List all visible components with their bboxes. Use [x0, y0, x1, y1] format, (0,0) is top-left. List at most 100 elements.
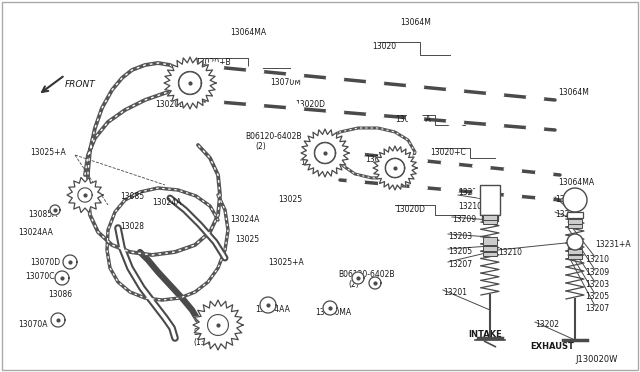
Ellipse shape [206, 97, 224, 107]
Text: 13020D: 13020D [295, 100, 325, 109]
Text: 13024A: 13024A [152, 198, 181, 207]
Text: 13070MA: 13070MA [315, 308, 351, 317]
FancyBboxPatch shape [568, 224, 582, 228]
Ellipse shape [441, 185, 459, 195]
Polygon shape [55, 271, 69, 285]
Ellipse shape [536, 194, 553, 203]
Polygon shape [323, 301, 337, 315]
Text: 13025+A: 13025+A [30, 148, 66, 157]
Text: 13028+A: 13028+A [300, 158, 335, 167]
Text: FRONT: FRONT [65, 80, 96, 89]
FancyBboxPatch shape [480, 185, 500, 215]
FancyBboxPatch shape [568, 219, 582, 224]
Polygon shape [67, 177, 103, 212]
Text: EXHAUST: EXHAUST [530, 342, 574, 351]
Ellipse shape [442, 158, 459, 169]
Ellipse shape [410, 182, 428, 192]
Text: 13070C: 13070C [25, 272, 54, 281]
Text: 13020D: 13020D [395, 205, 425, 214]
FancyArrowPatch shape [484, 341, 495, 347]
Text: 13203: 13203 [448, 232, 472, 241]
Text: 13064M: 13064M [558, 88, 589, 97]
Text: 13231: 13231 [555, 195, 579, 204]
Ellipse shape [473, 162, 490, 172]
Text: 13025: 13025 [278, 195, 302, 204]
Text: 13210: 13210 [458, 202, 482, 211]
Text: 13205: 13205 [585, 292, 609, 301]
Text: 13085: 13085 [120, 192, 144, 201]
Ellipse shape [366, 110, 384, 120]
Ellipse shape [347, 149, 364, 158]
Polygon shape [193, 300, 243, 350]
Text: 13210: 13210 [585, 255, 609, 264]
Polygon shape [301, 129, 349, 177]
Ellipse shape [246, 100, 264, 110]
FancyBboxPatch shape [483, 246, 497, 251]
Text: (2): (2) [348, 280, 359, 289]
Text: 13028: 13028 [120, 222, 144, 231]
Polygon shape [373, 146, 417, 190]
Text: 13209: 13209 [452, 215, 476, 224]
Ellipse shape [347, 176, 364, 186]
FancyBboxPatch shape [483, 220, 497, 224]
Text: 13070D: 13070D [30, 258, 60, 267]
Ellipse shape [486, 89, 504, 99]
Text: B06120-6402B: B06120-6402B [245, 132, 301, 141]
Text: 13203: 13203 [585, 280, 609, 289]
Text: 13218: 13218 [555, 210, 579, 219]
Ellipse shape [326, 74, 344, 84]
Circle shape [563, 188, 587, 212]
Text: INTAKE: INTAKE [468, 330, 502, 339]
Ellipse shape [504, 165, 522, 175]
Text: 13025: 13025 [235, 235, 259, 244]
Ellipse shape [406, 81, 424, 92]
Text: 13020D: 13020D [365, 155, 395, 164]
Text: 13020+C: 13020+C [430, 148, 466, 157]
Text: 13020+A: 13020+A [395, 115, 431, 124]
Polygon shape [352, 272, 364, 284]
Text: 13024AA: 13024AA [18, 228, 53, 237]
FancyBboxPatch shape [568, 255, 582, 259]
Ellipse shape [246, 66, 264, 76]
Text: 13024AA: 13024AA [255, 305, 290, 314]
Ellipse shape [378, 152, 396, 162]
Ellipse shape [378, 179, 396, 189]
Ellipse shape [473, 188, 490, 198]
Text: 1302B+A: 1302B+A [305, 148, 341, 157]
Ellipse shape [366, 77, 384, 87]
FancyBboxPatch shape [567, 212, 583, 218]
Text: 13210: 13210 [458, 188, 482, 197]
Polygon shape [260, 297, 276, 313]
Ellipse shape [486, 120, 504, 130]
Text: (13421): (13421) [193, 338, 223, 347]
Text: 13064M: 13064M [400, 18, 431, 27]
Text: 13231+A: 13231+A [595, 240, 630, 249]
Polygon shape [51, 313, 65, 327]
Ellipse shape [206, 62, 224, 72]
Text: 13020: 13020 [372, 42, 396, 51]
Text: 13085A: 13085A [28, 210, 58, 219]
Text: 13086: 13086 [48, 290, 72, 299]
Text: 13020D: 13020D [155, 100, 185, 109]
Ellipse shape [536, 169, 553, 178]
Text: B06120-6402B: B06120-6402B [338, 270, 394, 279]
Polygon shape [63, 255, 77, 269]
Text: 13024A: 13024A [230, 215, 259, 224]
Text: 13207: 13207 [448, 260, 472, 269]
Text: 13070M: 13070M [270, 78, 301, 87]
Text: 13070A: 13070A [18, 320, 47, 329]
Polygon shape [50, 205, 60, 215]
Text: 13025+A: 13025+A [268, 258, 304, 267]
Ellipse shape [504, 191, 522, 201]
FancyBboxPatch shape [483, 237, 497, 245]
Text: 13064MA: 13064MA [230, 28, 266, 37]
Circle shape [567, 234, 583, 250]
FancyBboxPatch shape [568, 249, 582, 254]
Ellipse shape [286, 103, 304, 113]
Text: (2): (2) [255, 142, 266, 151]
Ellipse shape [286, 70, 304, 80]
Ellipse shape [526, 93, 544, 103]
Text: 13209: 13209 [585, 268, 609, 277]
Ellipse shape [410, 155, 428, 165]
Polygon shape [164, 57, 216, 109]
